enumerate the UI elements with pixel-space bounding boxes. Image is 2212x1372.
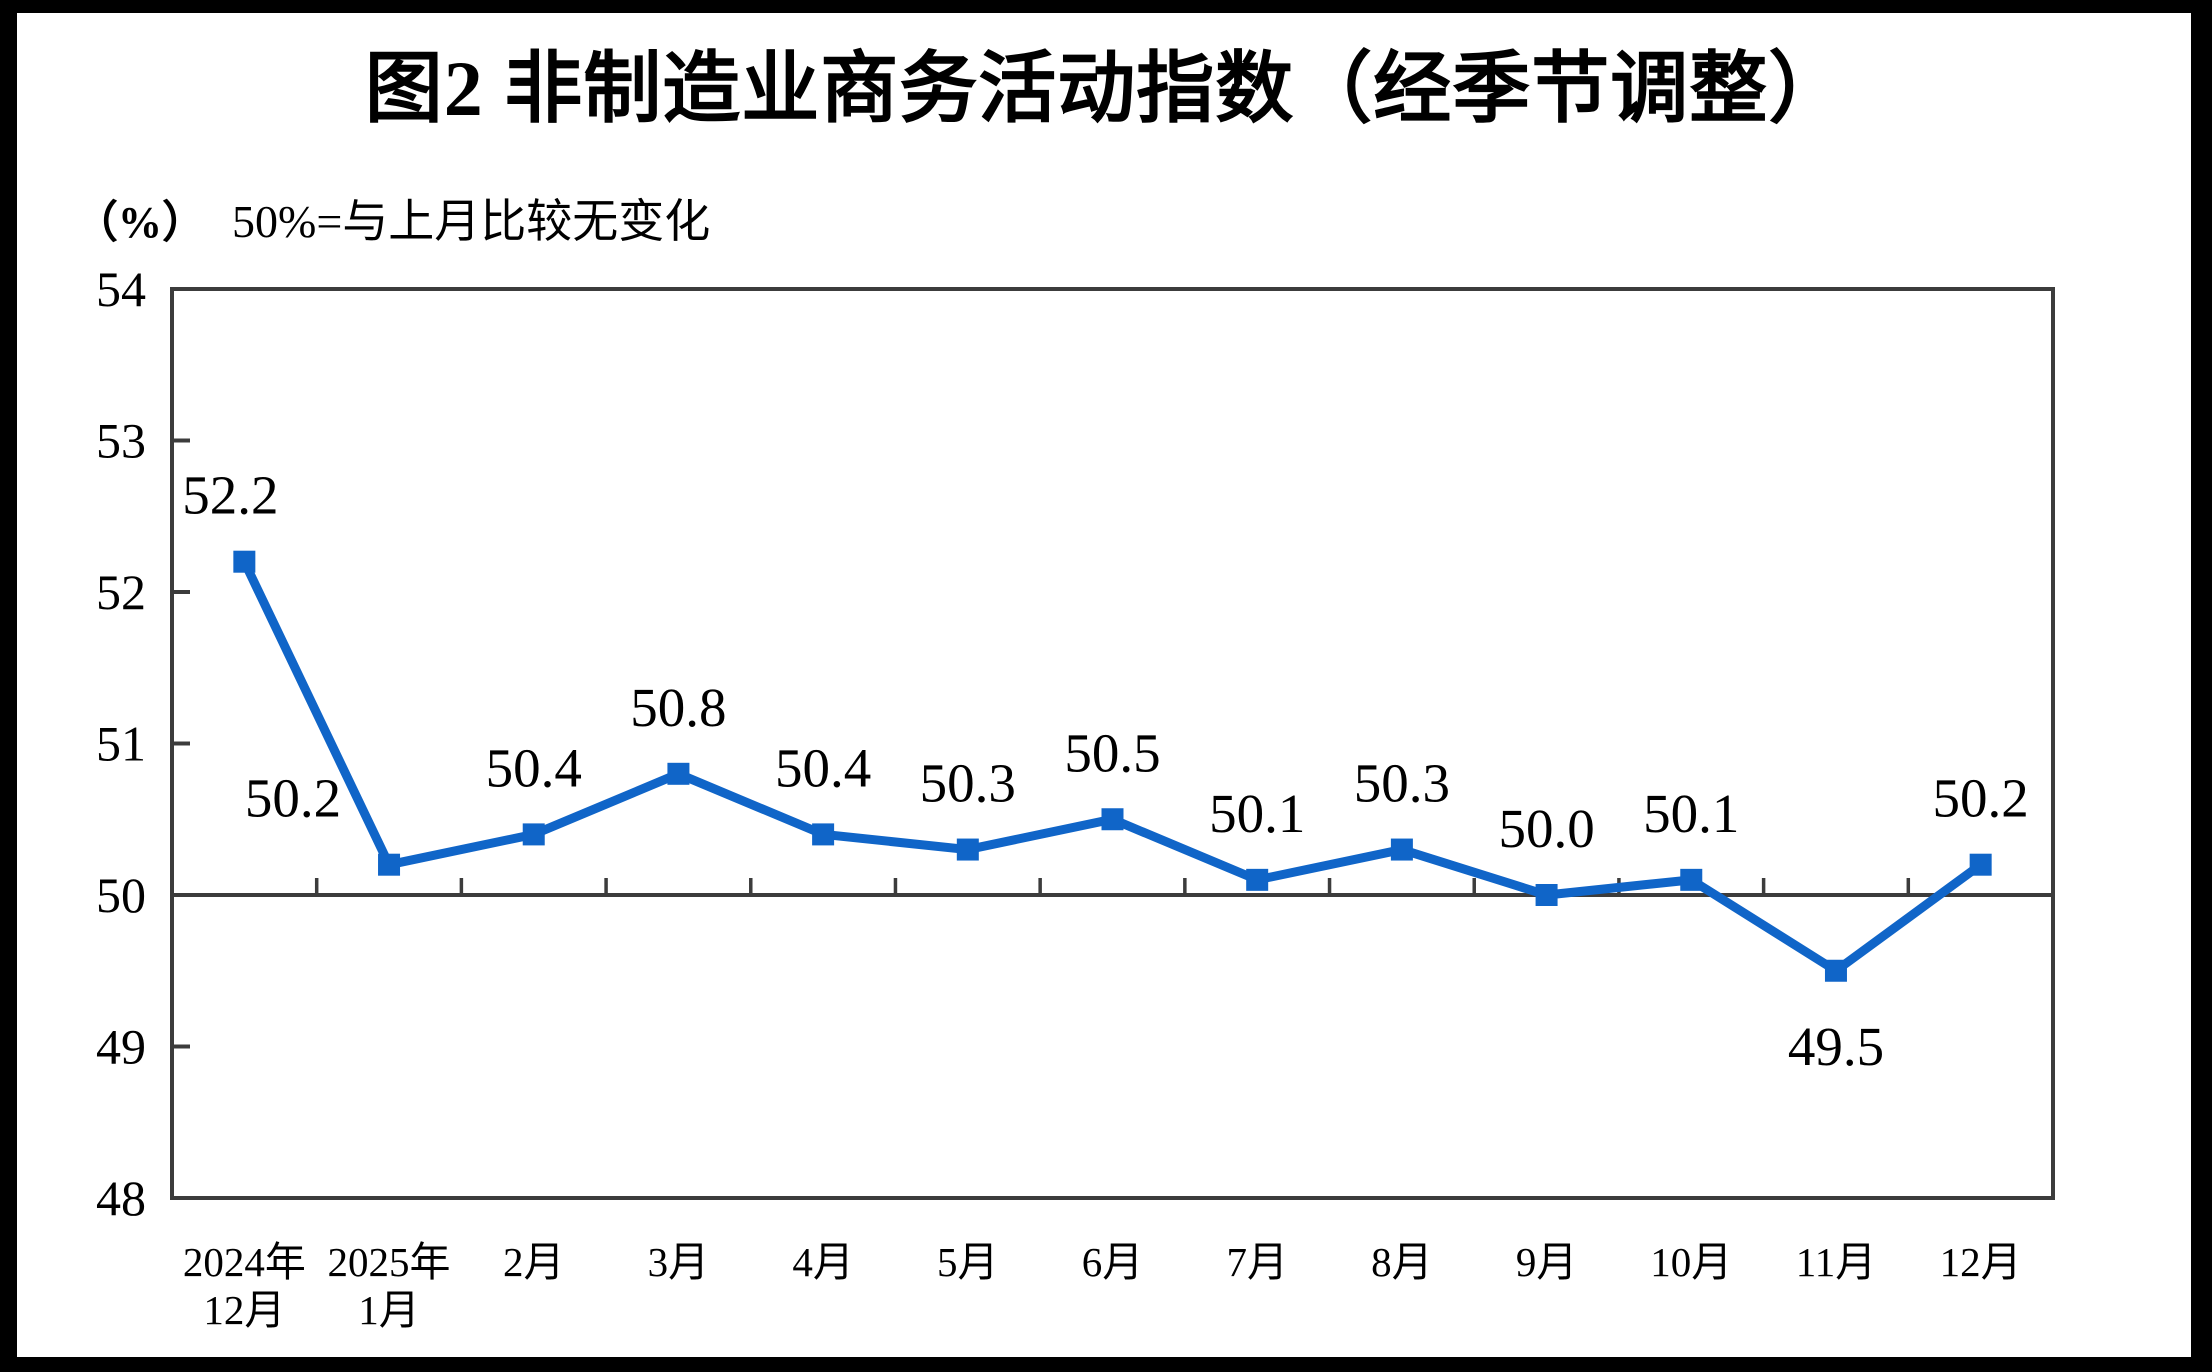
data-point-marker bbox=[1969, 853, 1992, 876]
chart-background bbox=[17, 13, 2191, 1357]
y-tick-label: 54 bbox=[96, 261, 146, 317]
data-label: 50.2 bbox=[245, 768, 341, 829]
x-tick-label: 2025年 bbox=[328, 1239, 451, 1285]
y-tick-label: 48 bbox=[96, 1170, 146, 1226]
y-tick-label: 52 bbox=[96, 564, 146, 620]
y-tick-label: 49 bbox=[96, 1019, 146, 1075]
data-label: 50.8 bbox=[630, 677, 726, 738]
y-tick-label: 53 bbox=[96, 413, 146, 469]
data-label: 50.2 bbox=[1933, 768, 2029, 829]
x-tick-label: 1月 bbox=[358, 1287, 420, 1333]
data-label: 49.5 bbox=[1788, 1016, 1884, 1077]
x-tick-label: 3月 bbox=[648, 1239, 710, 1285]
data-point-marker bbox=[378, 853, 401, 876]
data-point-marker bbox=[667, 762, 690, 785]
data-label: 50.3 bbox=[920, 753, 1016, 814]
data-point-marker bbox=[522, 823, 545, 846]
data-label: 50.1 bbox=[1643, 783, 1739, 844]
data-point-marker bbox=[1390, 838, 1413, 861]
data-point-marker bbox=[233, 550, 256, 573]
x-tick-label: 2月 bbox=[503, 1239, 565, 1285]
x-tick-label: 7月 bbox=[1226, 1239, 1288, 1285]
baseline-note: 50%=与上月比较无变化 bbox=[232, 196, 711, 247]
data-point-marker bbox=[956, 838, 979, 861]
data-label: 50.0 bbox=[1498, 798, 1594, 859]
x-tick-label: 12月 bbox=[203, 1287, 285, 1333]
y-axis-unit-label: （%） bbox=[74, 198, 206, 247]
data-point-marker bbox=[1246, 868, 1269, 891]
plot-border bbox=[170, 287, 2055, 1200]
data-point-marker bbox=[812, 823, 835, 846]
data-label: 52.2 bbox=[182, 465, 278, 526]
data-point-marker bbox=[1101, 808, 1124, 831]
chart-subtitle: （%） 50%=与上月比较无变化 bbox=[74, 196, 710, 249]
x-tick-label: 10月 bbox=[1650, 1239, 1732, 1285]
x-tick-label: 8月 bbox=[1371, 1239, 1433, 1285]
data-point-marker bbox=[1535, 884, 1558, 906]
x-tick-label: 9月 bbox=[1516, 1239, 1578, 1285]
data-label: 50.4 bbox=[775, 737, 871, 798]
x-tick-label: 6月 bbox=[1082, 1239, 1144, 1285]
data-label: 50.5 bbox=[1064, 722, 1160, 783]
y-tick-label: 51 bbox=[96, 716, 146, 772]
chart-title: 图2 非制造业商务活动指数（经季节调整） bbox=[364, 45, 1848, 132]
data-point-marker bbox=[1680, 868, 1703, 891]
data-label: 50.4 bbox=[486, 737, 582, 798]
x-tick-label: 12月 bbox=[1940, 1239, 2022, 1285]
x-tick-label: 5月 bbox=[937, 1239, 999, 1285]
x-tick-label: 2024年 bbox=[183, 1239, 306, 1285]
x-tick-label: 4月 bbox=[792, 1239, 854, 1285]
data-label: 50.3 bbox=[1354, 753, 1450, 814]
y-tick-label: 50 bbox=[96, 867, 146, 923]
data-point-marker bbox=[1824, 959, 1847, 982]
x-tick-label: 11月 bbox=[1796, 1239, 1876, 1285]
data-label: 50.1 bbox=[1209, 783, 1305, 844]
